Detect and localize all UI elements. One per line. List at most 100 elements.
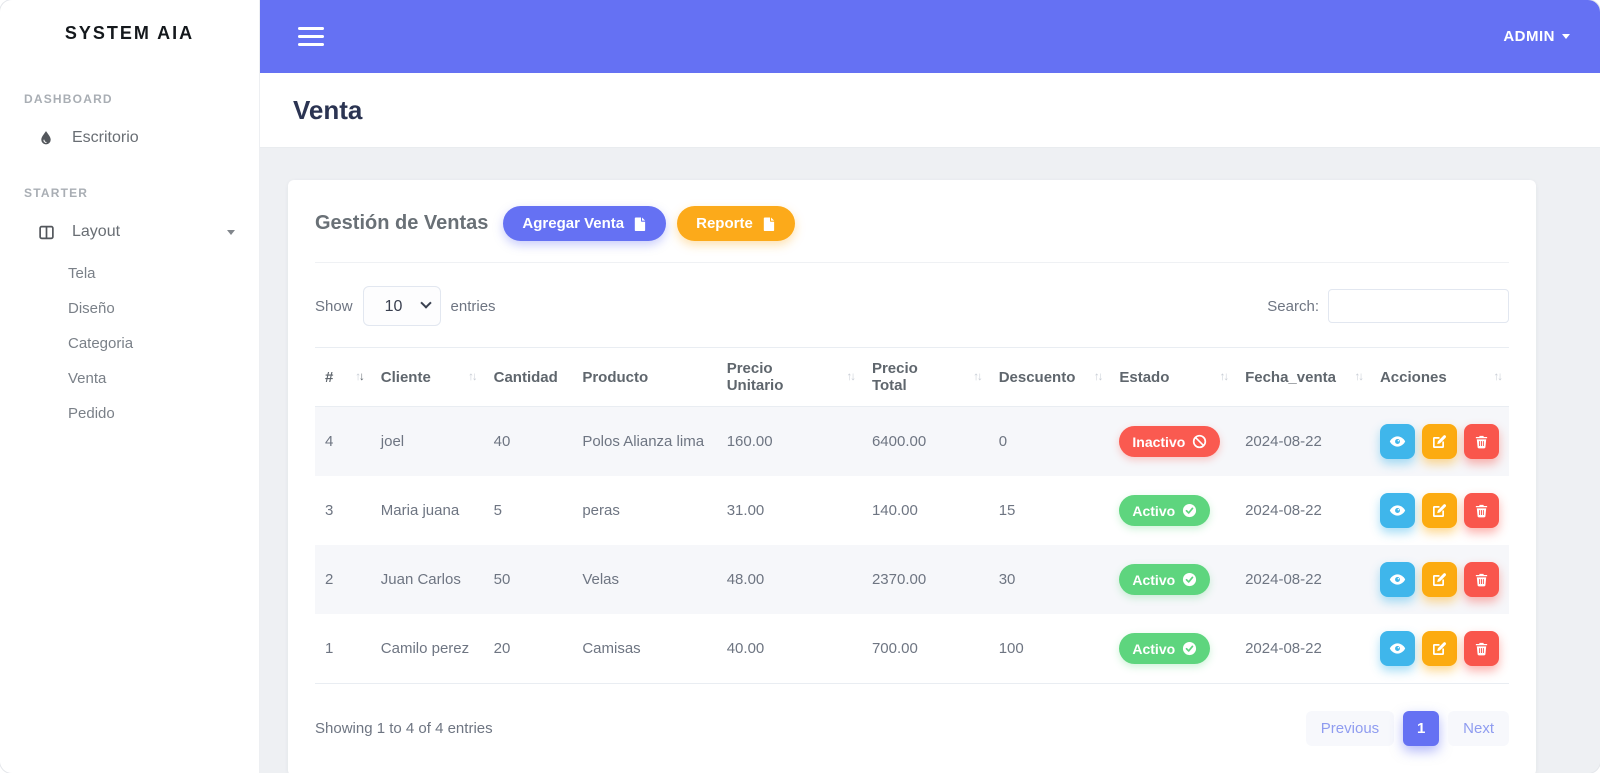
search-control: Search:: [1267, 289, 1509, 323]
delete-button[interactable]: [1463, 493, 1499, 528]
ban-icon: [1192, 434, 1207, 449]
header-row: # ↑↓ Cliente ↑↓ Cantidad Producto Precio U…: [315, 347, 1509, 407]
cell-acciones: [1370, 545, 1509, 614]
cell-descuento: 30: [998, 571, 1016, 588]
cell-cantidad: 5: [493, 502, 502, 519]
delete-button[interactable]: [1463, 424, 1499, 459]
tint-icon: [37, 129, 55, 147]
cell-num: 3: [325, 502, 334, 519]
columns-icon: [37, 223, 55, 241]
search-input[interactable]: [1328, 289, 1509, 323]
page-length-select[interactable]: 10: [362, 286, 441, 326]
sidebar-section-starter: STARTER: [24, 186, 89, 200]
trash-icon: [1474, 503, 1489, 519]
reporte-label: Reporte: [696, 215, 753, 232]
reporte-button[interactable]: Reporte: [677, 206, 795, 241]
sidebar-item-diseno[interactable]: Diseño: [68, 300, 115, 317]
cell-precio-total: 140.00: [871, 502, 918, 519]
delete-button[interactable]: [1463, 562, 1499, 597]
status-badge-activo: Activo: [1119, 564, 1211, 595]
check-circle-icon: [1182, 503, 1197, 518]
column-header-descuento[interactable]: Descuento ↑↓: [988, 347, 1110, 407]
main-area: ADMIN Venta Gestión de Ventas Agregar Ve…: [260, 0, 1600, 773]
sidebar-item-venta[interactable]: Venta: [68, 370, 107, 387]
column-header-acciones[interactable]: Acciones ↑↓: [1369, 347, 1509, 407]
column-header-cantidad: Cantidad: [483, 347, 573, 407]
file-icon: [632, 216, 647, 232]
sidebar-item-tela[interactable]: Tela: [68, 265, 96, 282]
sidebar-item-pedido[interactable]: Pedido: [68, 405, 115, 422]
entries-label: entries: [450, 297, 496, 315]
pagination: Previous 1 Next: [1305, 711, 1509, 746]
cell-descuento: 0: [998, 433, 1008, 450]
table-row: 2 Juan Carlos 50 Velas 48.00 2370.00 30 …: [315, 545, 1509, 614]
view-button[interactable]: [1379, 631, 1415, 666]
column-header-precio-total[interactable]: Precio Total ↑↓: [861, 347, 989, 407]
column-header-precio-unitario[interactable]: Precio Unitario ↑↓: [716, 347, 862, 407]
entries-info: Showing 1 to 4 of 4 entries: [315, 720, 493, 737]
sort-icon: ↑↓: [1493, 371, 1503, 383]
sidebar-item-layout[interactable]: Layout: [0, 210, 259, 254]
eye-icon: [1389, 502, 1406, 519]
cell-estado: Activo: [1109, 545, 1235, 614]
table-row: 4 joel 40 Polos Alianza lima 160.00 6400…: [315, 406, 1509, 477]
column-header-estado[interactable]: Estado ↑↓: [1109, 347, 1236, 407]
cell-acciones: [1370, 614, 1509, 684]
view-button[interactable]: [1379, 424, 1415, 459]
sort-icon: ↑↓: [1093, 371, 1103, 383]
view-button[interactable]: [1379, 562, 1415, 597]
sidebar-item-label: Escritorio: [72, 129, 139, 146]
eye-icon: [1389, 640, 1406, 657]
layout-submenu: Tela Diseño Categoria Venta Pedido: [0, 254, 259, 439]
column-header-producto: Producto: [572, 347, 717, 407]
page-title: Venta: [293, 94, 363, 125]
column-header-cliente[interactable]: Cliente ↑↓: [370, 347, 484, 407]
edit-icon: [1431, 503, 1447, 519]
cell-precio-total: 6400.00: [871, 433, 927, 450]
show-label: Show: [315, 297, 353, 315]
cell-estado: Inactivo: [1109, 407, 1235, 477]
delete-button[interactable]: [1463, 631, 1499, 666]
edit-button[interactable]: [1421, 631, 1457, 666]
admin-dropdown[interactable]: ADMIN: [1503, 28, 1570, 45]
menu-toggle-icon[interactable]: [298, 27, 324, 46]
column-header-num[interactable]: # ↑↓: [315, 347, 371, 407]
edit-button[interactable]: [1421, 424, 1457, 459]
cell-fecha-venta: 2024-08-22: [1245, 571, 1322, 588]
sort-icon: ↑↓: [468, 371, 477, 383]
column-header-fecha-venta[interactable]: Fecha_venta ↑↓: [1235, 347, 1370, 407]
page-length-control: Show 10 entries: [315, 286, 496, 326]
cell-cliente: Juan Carlos: [380, 571, 461, 588]
cell-precio-unitario: 48.00: [726, 571, 765, 588]
status-badge-activo: Activo: [1119, 633, 1211, 664]
trash-icon: [1474, 641, 1489, 657]
cell-fecha-venta: 2024-08-22: [1245, 502, 1322, 519]
sidebar-item-categoria[interactable]: Categoria: [68, 335, 134, 352]
table-row: 3 Maria juana 5 peras 31.00 140.00 15 Ac…: [315, 476, 1509, 545]
cell-precio-total: 2370.00: [871, 571, 927, 588]
search-label: Search:: [1267, 297, 1319, 315]
previous-page-button[interactable]: Previous: [1305, 711, 1395, 746]
cell-precio-unitario: 31.00: [726, 502, 765, 519]
edit-button[interactable]: [1421, 493, 1457, 528]
sidebar-item-escritorio[interactable]: Escritorio: [0, 116, 259, 160]
cell-descuento: 15: [998, 502, 1016, 519]
sort-icon: ↑↓: [846, 371, 855, 383]
agregar-venta-button[interactable]: Agregar Venta: [503, 206, 667, 241]
page-1-button[interactable]: 1: [1403, 711, 1440, 746]
ventas-card: Gestión de Ventas Agregar Venta Reporte …: [288, 180, 1536, 773]
table-row: 1 Camilo perez 20 Camisas 40.00 700.00 1…: [315, 614, 1509, 684]
next-page-button[interactable]: Next: [1448, 711, 1509, 746]
eye-icon: [1389, 571, 1406, 588]
table-footer: Showing 1 to 4 of 4 entries Previous 1 N…: [315, 711, 1509, 746]
cell-cantidad: 40: [493, 433, 511, 450]
edit-icon: [1431, 434, 1447, 450]
cell-producto: Velas: [582, 571, 620, 588]
sort-icon: ↑↓: [973, 371, 982, 383]
agregar-venta-label: Agregar Venta: [522, 215, 625, 232]
edit-button[interactable]: [1421, 562, 1457, 597]
cell-num: 1: [325, 640, 334, 657]
view-button[interactable]: [1379, 493, 1415, 528]
sidebar-item-label: Layout: [72, 223, 121, 240]
